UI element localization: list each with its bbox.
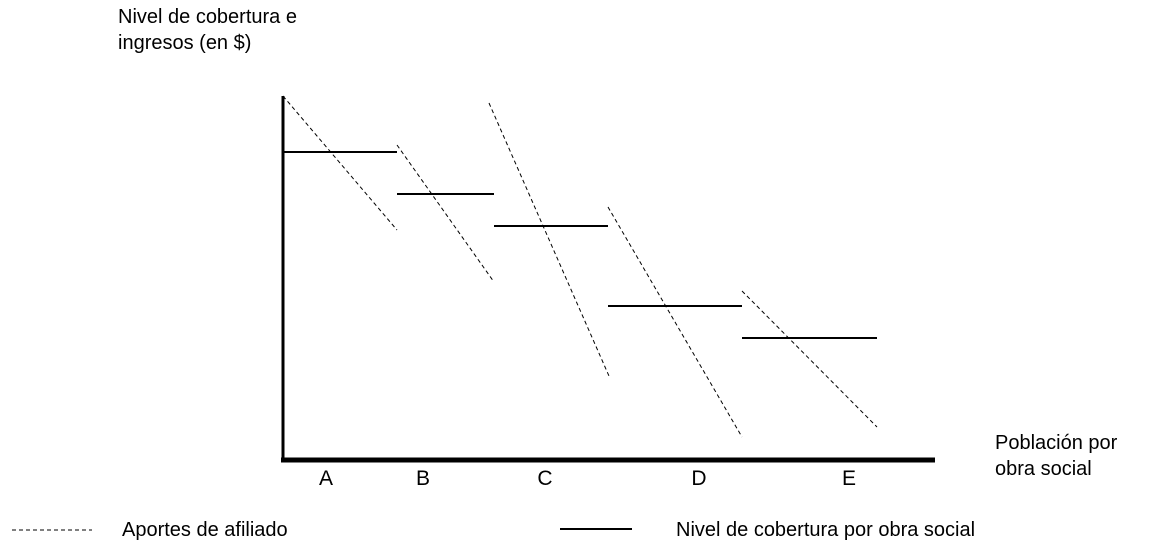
x-axis-title-line-1: Población por xyxy=(995,432,1118,454)
y-axis-title-line-1: Nivel de cobertura e xyxy=(118,6,297,28)
category-label-c: C xyxy=(537,467,553,490)
y-axis-title-line-2: ingresos (en $) xyxy=(118,32,252,54)
contribution-line-e xyxy=(741,290,878,428)
category-label-a: A xyxy=(318,467,334,490)
x-axis-title-line-2: obra social xyxy=(995,458,1092,480)
legend-contributions-label: Aportes de afiliado xyxy=(122,519,288,541)
x-axis-title: Población por obra social xyxy=(995,430,1117,482)
category-label-d: D xyxy=(691,467,707,490)
legend-coverage-label: Nivel de cobertura por obra social xyxy=(676,519,976,541)
contribution-line-b xyxy=(396,144,495,283)
category-label-b: B xyxy=(415,467,431,490)
contribution-line-c xyxy=(488,102,610,377)
contribution-line-d xyxy=(607,206,743,438)
category-label-e: E xyxy=(841,467,857,490)
y-axis-title: Nivel de cobertura e ingresos (en $) xyxy=(118,4,297,56)
contribution-line-a xyxy=(282,95,398,231)
